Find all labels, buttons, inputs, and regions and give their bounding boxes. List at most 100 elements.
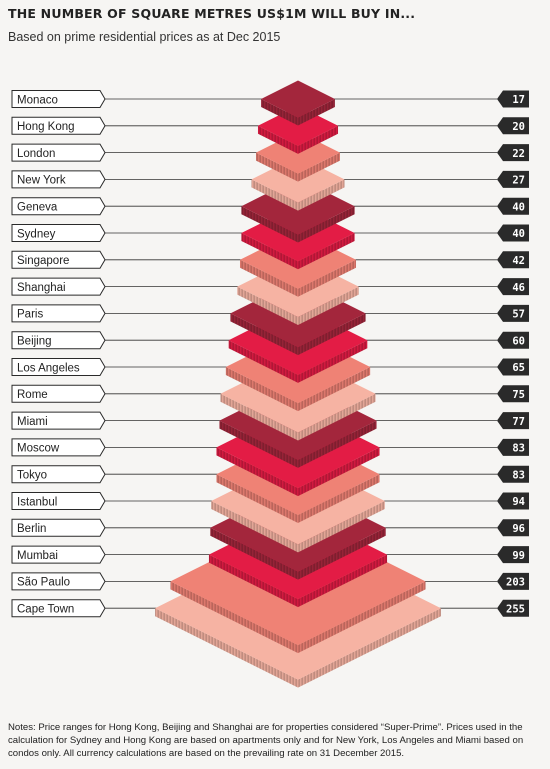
category-label: São Paulo	[17, 577, 70, 589]
value-tag-beijing	[497, 331, 529, 349]
label-tag-monaco	[11, 90, 106, 108]
value-tag-hong-kong	[497, 117, 529, 135]
category-label: Rome	[17, 389, 48, 401]
diamond-side	[237, 286, 359, 325]
label-tag-istanbul	[11, 492, 106, 510]
diamond-top	[257, 105, 339, 146]
value-label: 75	[512, 389, 525, 401]
value-label: 96	[512, 523, 525, 535]
diamond-side	[256, 152, 340, 182]
value-label: 42	[512, 255, 525, 267]
label-tag-tokyo	[11, 465, 106, 484]
label-tag-sydney	[11, 224, 106, 242]
diamond-side	[220, 393, 376, 441]
value-label: 40	[512, 201, 525, 213]
value-label: 27	[512, 175, 525, 187]
value-tag-berlin	[497, 519, 529, 537]
label-tag-new-york	[11, 170, 106, 189]
value-tag-tokyo	[497, 465, 529, 483]
diamond-monaco	[261, 80, 335, 126]
label-tag-moscow	[11, 438, 106, 457]
diamond-side	[261, 99, 335, 126]
diamond-side	[257, 125, 339, 154]
value-tag-monaco	[497, 90, 529, 108]
diamond-side	[230, 313, 366, 356]
value-label: 22	[512, 148, 525, 160]
label-tag-hong-kong	[11, 116, 106, 135]
label-tag-geneva	[11, 197, 106, 216]
category-label: Tokyo	[17, 470, 47, 482]
value-tag-los-angeles	[497, 358, 529, 376]
value-tag-paris	[497, 304, 529, 322]
diamond-side	[239, 259, 357, 297]
label-tag-beijing	[11, 331, 106, 350]
diamond-hong-kong	[257, 105, 339, 154]
category-label: Paris	[17, 309, 43, 321]
category-label: Singapore	[17, 255, 69, 267]
diamond-side	[251, 179, 345, 211]
value-tag-new-york	[497, 170, 529, 188]
label-tag-singapore	[11, 250, 106, 269]
category-label: Istanbul	[17, 496, 57, 508]
chart-subtitle: Based on prime residential prices as at …	[8, 30, 281, 44]
category-label: Cape Town	[17, 604, 74, 616]
chart-title: THE NUMBER OF SQUARE METRES US$1M WILL B…	[8, 6, 416, 21]
value-label: 83	[512, 469, 525, 481]
value-label: 40	[512, 228, 525, 240]
value-tag-sao-paulo	[497, 572, 529, 590]
label-tag-berlin	[11, 518, 106, 537]
value-tag-singapore	[497, 251, 529, 269]
value-label: 57	[512, 309, 525, 321]
value-label: 203	[506, 577, 525, 589]
value-tag-shanghai	[497, 278, 529, 296]
value-tag-london	[497, 144, 529, 162]
value-tag-moscow	[497, 438, 529, 456]
label-tag-sao-paulo	[11, 572, 106, 591]
category-label: Shanghai	[17, 282, 66, 294]
label-tag-los-angeles	[11, 358, 106, 376]
notes: Notes: Price ranges for Hong Kong, Beiji…	[8, 722, 524, 759]
value-tag-cape-town	[497, 599, 529, 617]
category-label: Hong Kong	[17, 121, 75, 133]
category-label: Mumbai	[17, 550, 58, 562]
label-tag-paris	[11, 304, 106, 323]
category-label: Geneva	[17, 202, 58, 214]
diamond-top	[261, 80, 335, 118]
diamond-side	[241, 233, 355, 270]
category-label: Beijing	[17, 336, 52, 348]
pyramid-chart: Monaco 17 Hong Kong 20 London 22 New York 27 Gen…	[11, 80, 529, 688]
label-tag-cape-town	[11, 599, 106, 618]
value-label: 46	[512, 282, 525, 294]
value-tag-rome	[497, 385, 529, 403]
category-label: Berlin	[17, 523, 46, 535]
value-label: 99	[512, 550, 525, 562]
value-label: 255	[506, 603, 525, 615]
label-tag-miami	[11, 411, 106, 430]
category-label: New York	[17, 175, 66, 187]
label-tag-shanghai	[11, 277, 106, 296]
category-label: Sydney	[17, 228, 56, 240]
value-label: 17	[512, 94, 525, 106]
label-tag-london	[11, 143, 106, 162]
category-label: Monaco	[17, 94, 58, 106]
value-label: 83	[512, 443, 525, 455]
value-label: 65	[512, 362, 525, 374]
value-label: 94	[512, 496, 525, 508]
label-tag-rome	[11, 384, 106, 403]
category-label: London	[17, 148, 55, 160]
category-label: Miami	[17, 416, 48, 428]
diamond-side	[219, 420, 377, 468]
value-tag-sydney	[497, 224, 529, 242]
category-label: Moscow	[17, 443, 60, 455]
label-tag-mumbai	[11, 545, 106, 564]
value-tag-geneva	[497, 197, 529, 215]
value-tag-mumbai	[497, 546, 529, 564]
value-label: 77	[512, 416, 525, 428]
value-label: 20	[512, 121, 525, 133]
category-label: Los Angeles	[17, 362, 80, 374]
diamond-side	[225, 367, 371, 412]
value-tag-miami	[497, 412, 529, 430]
value-tag-istanbul	[497, 492, 529, 510]
diamond-side	[241, 206, 355, 243]
diamond-side	[228, 340, 368, 383]
